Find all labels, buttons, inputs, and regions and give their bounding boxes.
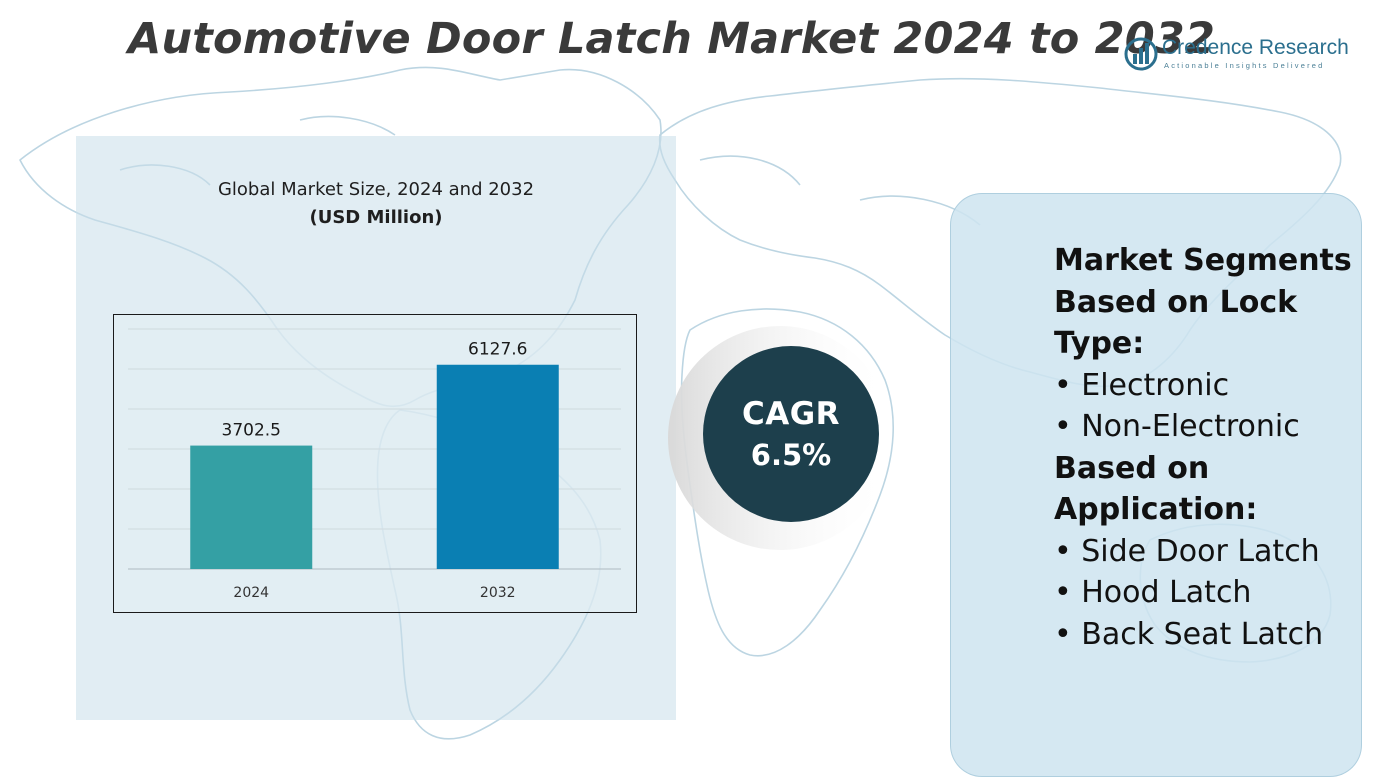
segment-group-title: Based on Lock Type: bbox=[1054, 284, 1298, 362]
bar-chart: 3702.5 2024 6127.6 2032 bbox=[128, 328, 621, 601]
logo-name: Credence Research bbox=[1162, 36, 1349, 59]
segment-item: • Hood Latch bbox=[1054, 575, 1252, 610]
segment-item: • Back Seat Latch bbox=[1054, 616, 1324, 652]
segment-item: • Electronic bbox=[1054, 367, 1230, 403]
page-title: Automotive Door Latch Market 2024 to 203… bbox=[128, 14, 1216, 64]
bar-2032 bbox=[436, 364, 559, 569]
segments-card bbox=[950, 193, 1362, 777]
cagr-label: CAGR bbox=[741, 396, 841, 432]
x-tick-label: 2024 bbox=[233, 585, 269, 601]
segment-item: • Side Door Latch bbox=[1054, 533, 1320, 569]
cagr-badge: CAGR 6.5% bbox=[703, 346, 879, 522]
chart-unit: (USD Million) bbox=[309, 207, 443, 228]
segments-heading: Market Segments bbox=[1054, 243, 1352, 278]
data-label: 6127.6 bbox=[468, 340, 527, 360]
chart-title: Global Market Size, 2024 and 2032 bbox=[217, 179, 535, 200]
chart-title-block: Global Market Size, 2024 and 2032 (USD M… bbox=[76, 176, 676, 232]
segment-item: • Non-Electronic bbox=[1054, 409, 1300, 444]
cagr-value: 6.5% bbox=[750, 438, 832, 472]
bar-chart-logo-icon bbox=[1124, 37, 1158, 71]
company-logo: Credence Research Actionable Insights De… bbox=[1122, 34, 1352, 74]
segment-group-title: Based on Application: bbox=[1054, 450, 1258, 528]
segments-list: Market Segments Based on Lock Type: • El… bbox=[1054, 240, 1364, 655]
data-label: 3702.5 bbox=[222, 421, 281, 441]
logo-tagline: Actionable Insights Delivered bbox=[1164, 61, 1325, 70]
x-tick-label: 2032 bbox=[480, 585, 516, 601]
bar-2024 bbox=[190, 445, 313, 569]
